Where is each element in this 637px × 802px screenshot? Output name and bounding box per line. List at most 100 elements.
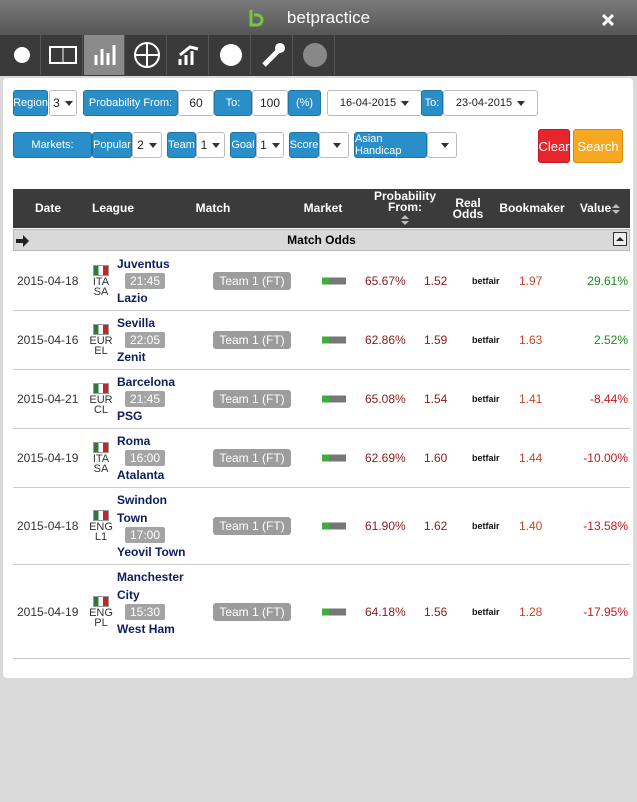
column-header: Market — [303, 201, 343, 215]
date-to-text: 23-04-2015 — [455, 97, 513, 109]
match-cell: Sevilla 22:05 Zenit — [117, 311, 195, 369]
logo — [249, 10, 264, 27]
away-team: Yeovil Town — [117, 545, 186, 559]
clear-button[interactable]: Clear — [538, 129, 570, 163]
team-value: 1 — [200, 138, 208, 152]
bookmaker: betfair — [472, 335, 500, 345]
match-cell: Barcelona 21:45 PSG — [117, 370, 195, 428]
markets-label: Markets: — [13, 132, 92, 158]
flag — [93, 383, 109, 394]
market-icon — [322, 454, 346, 462]
goal-select[interactable]: 1 — [256, 132, 284, 158]
sort-icon[interactable] — [611, 202, 621, 216]
league-code: EUR — [89, 335, 113, 347]
section-row: Match Odds — [13, 229, 630, 251]
tool-button[interactable] — [126, 35, 167, 75]
date-from-text: 16-04-2015 — [339, 97, 397, 109]
real-odds: 1.62 — [424, 519, 448, 533]
market-icon — [322, 522, 346, 530]
league-code: EUR — [89, 394, 113, 406]
popular-select[interactable]: 2 — [132, 132, 162, 158]
column-header: Value — [571, 189, 630, 228]
match-cell: Manchester City 15:30 West Ham — [117, 565, 195, 658]
away-team: West Ham — [117, 622, 175, 636]
market-icon — [322, 336, 346, 344]
tool-button[interactable] — [252, 35, 293, 75]
team-select[interactable]: 1 — [196, 132, 225, 158]
home-team: Sevilla — [117, 316, 156, 330]
league-code: ITA — [92, 276, 110, 288]
market-icon — [322, 608, 346, 615]
goal-label: Goal — [230, 132, 256, 158]
score-select[interactable] — [319, 132, 349, 158]
tool-button[interactable] — [84, 35, 125, 75]
home-team: Barcelona — [117, 375, 176, 389]
probability: 64.18% — [365, 604, 406, 619]
region-select[interactable]: 3 — [49, 90, 77, 116]
close-button[interactable] — [602, 14, 614, 26]
real-odds: 1.54 — [424, 392, 448, 406]
table-header: Date League Match Market Probability From: Re… — [13, 189, 630, 228]
tool-button[interactable] — [168, 35, 209, 75]
real-odds: 1.59 — [424, 333, 448, 347]
prob-from-input[interactable]: 60 — [178, 90, 214, 116]
date-to-label: To: — [421, 90, 443, 116]
column-header: Date — [34, 201, 61, 215]
search-button[interactable]: Search — [573, 129, 623, 163]
match-cell: Swindon Town 17:00 Yeovil Town — [117, 488, 195, 564]
date: 2015-04-16 — [17, 333, 79, 347]
odds: 1.97 — [519, 274, 543, 288]
league-code: CL — [93, 404, 109, 416]
flag — [93, 265, 109, 276]
value: -10.00% — [583, 451, 628, 465]
collapse-button[interactable] — [613, 232, 627, 246]
odds: 1.63 — [519, 333, 543, 347]
unit-label: (%) — [288, 90, 321, 116]
market-icon — [322, 277, 346, 285]
column-header: Match — [195, 201, 231, 215]
value: -13.58% — [583, 519, 628, 533]
home-team: Juventus — [117, 257, 170, 271]
date-from[interactable]: 16-04-2015 — [327, 90, 422, 116]
probability: 65.67% — [365, 274, 406, 288]
tool-button[interactable] — [294, 35, 335, 75]
asian-select[interactable] — [427, 132, 457, 158]
home-team: Manchester City — [117, 570, 184, 602]
market-badge: Team 1 (FT) — [213, 602, 291, 621]
tool-button[interactable] — [0, 35, 41, 75]
column-header: Probability From: — [365, 189, 445, 228]
sort-icon[interactable] — [400, 213, 410, 227]
flag — [93, 442, 109, 453]
value: 29.61% — [587, 274, 628, 288]
kickoff-time: 15:30 — [125, 604, 166, 620]
tool-button[interactable] — [210, 35, 251, 75]
section-title: Match Odds — [287, 233, 356, 247]
table-row: Sevilla 22:05 Zenit 2015-04-16 EUR EL Team 1 (… — [13, 311, 630, 370]
probability: 65.08% — [365, 392, 406, 406]
prob-to-input[interactable]: 100 — [252, 90, 288, 116]
date-to[interactable]: 23-04-2015 — [443, 90, 538, 116]
panel — [3, 78, 633, 678]
league-code: ENG — [89, 606, 113, 619]
market-badge: Team 1 (FT) — [213, 331, 291, 349]
probability: 62.86% — [365, 333, 406, 347]
bookmaker: betfair — [472, 606, 500, 617]
probability: 61.90% — [365, 519, 406, 533]
tool-button[interactable] — [42, 35, 83, 75]
odds: 1.41 — [519, 392, 543, 406]
odds: 1.28 — [519, 604, 543, 619]
bookmaker: betfair — [472, 453, 500, 463]
league-code: SA — [93, 463, 109, 475]
kickoff-time: 17:00 — [125, 527, 166, 543]
kickoff-time: 22:05 — [125, 332, 166, 348]
league-cell: ENG PL — [89, 595, 113, 629]
market-badge: Team 1 (FT) — [213, 272, 291, 290]
kickoff-time: 21:45 — [125, 391, 166, 407]
market-badge: Team 1 (FT) — [213, 449, 291, 467]
market-icon — [322, 395, 346, 403]
odds: 1.40 — [519, 519, 543, 533]
asian-label: Asian Handicap — [354, 132, 427, 158]
league-code: PL — [94, 616, 108, 629]
league-code: ENG — [89, 521, 113, 533]
